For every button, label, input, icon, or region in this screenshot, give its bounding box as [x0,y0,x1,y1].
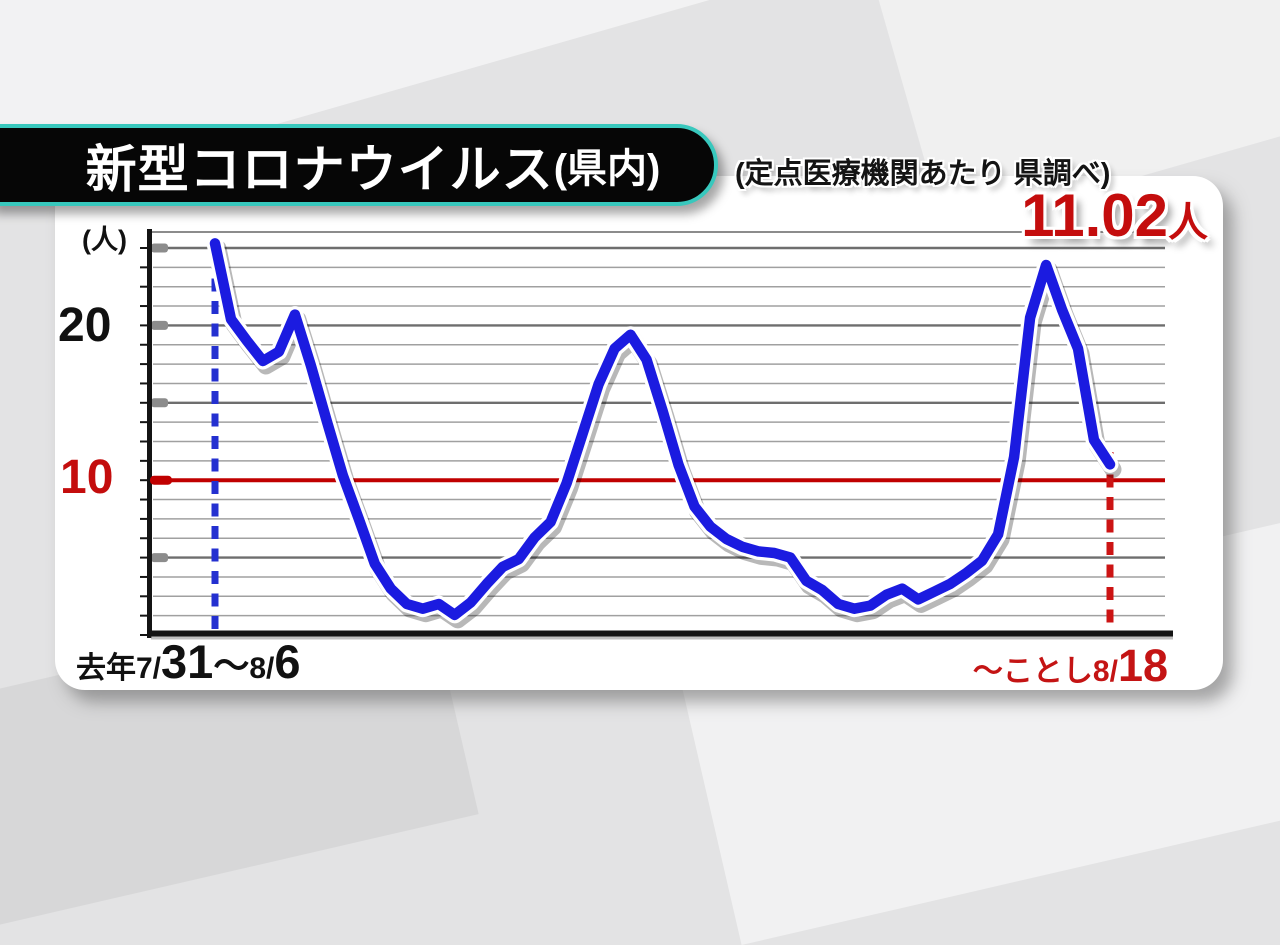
x-start-part: 去年7/ [76,652,162,685]
title-banner: 新型コロナウイルス (県内) [0,124,718,206]
x-axis-end-label: 〜ことし8/ 18 [973,640,1168,692]
x-start-part: 6 [274,635,301,688]
y-axis-tick-10: 10 [60,451,114,504]
x-start-part: 〜 [213,645,250,686]
latest-value: 11.02 [1021,182,1168,249]
line-chart [140,229,1173,640]
x-end-part: 〜ことし8/ [972,655,1118,688]
x-start-part: 8/ [249,652,275,685]
page-title-suffix: (県内) [553,147,661,191]
x-start-part: 31 [161,635,214,688]
page-title: 新型コロナウイルス [85,141,554,198]
x-end-part: 18 [1117,640,1168,691]
latest-value-callout: 11.02人 [1021,186,1208,246]
x-axis-start-label: 去年7/ 31 〜 8/ 6 [76,634,301,689]
latest-value-unit: 人 [1168,201,1208,245]
chart-card [55,176,1223,690]
y-axis-tick-20: 20 [58,299,112,352]
source-note: (定点医療機関あたり 県調べ) [735,158,1111,190]
y-axis-unit-label: (人) [82,225,127,255]
